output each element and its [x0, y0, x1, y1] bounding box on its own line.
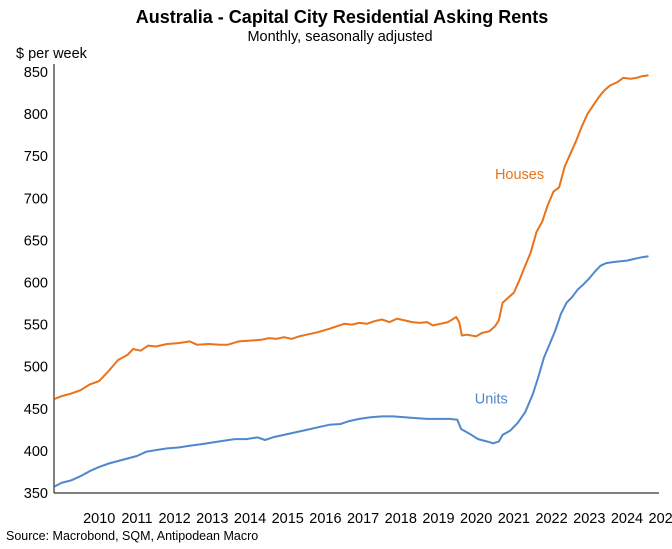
- x-tick-label: 2020: [460, 511, 492, 527]
- chart-subtitle: Monthly, seasonally adjusted: [247, 29, 432, 45]
- series-line-houses: [54, 74, 649, 400]
- x-tick-label: 2014: [234, 511, 266, 527]
- x-tick-label: 2012: [158, 511, 190, 527]
- x-tick-label: 2018: [385, 511, 417, 527]
- y-tick-label: 750: [24, 149, 48, 165]
- series-annotations: Houses Units: [475, 167, 544, 408]
- y-axis-ticks: 850 800 750 700 650 600 550 500 450 400 350: [24, 65, 48, 502]
- x-tick-label: 2024: [611, 511, 643, 527]
- y-tick-label: 600: [24, 276, 48, 292]
- y-tick-label: 850: [24, 65, 48, 81]
- x-tick-label: 2013: [196, 511, 228, 527]
- series-label-units: Units: [475, 392, 508, 408]
- x-tick-label: 2021: [498, 511, 530, 527]
- x-tick-label: 2017: [347, 511, 379, 527]
- y-tick-label: 550: [24, 318, 48, 334]
- y-tick-label: 450: [24, 402, 48, 418]
- series-label-houses: Houses: [495, 167, 544, 183]
- y-tick-label: 500: [24, 360, 48, 376]
- y-tick-label: 400: [24, 444, 48, 460]
- x-tick-label: 2015: [272, 511, 304, 527]
- y-tick-label: 700: [24, 191, 48, 207]
- chart-title: Australia - Capital City Residential Ask…: [136, 7, 548, 27]
- x-tick-label: 2019: [422, 511, 454, 527]
- x-axis-ticks: 2010 2011 2012 2013 2014 2015 2016 2017 2018 2019…: [83, 511, 672, 527]
- y-axis-label: $ per week: [16, 46, 88, 62]
- x-tick-label: 2022: [535, 511, 567, 527]
- y-tick-label: 350: [24, 486, 48, 502]
- y-tick-label: 800: [24, 107, 48, 123]
- y-tick-label: 650: [24, 233, 48, 249]
- x-tick-label: 2010: [83, 511, 115, 527]
- x-tick-label: 2023: [573, 511, 605, 527]
- source-note: Source: Macrobond, SQM, Antipodean Macro: [6, 529, 258, 543]
- series-lines: [54, 74, 649, 488]
- series-line-units: [54, 255, 649, 488]
- x-tick-label: 2011: [121, 511, 152, 527]
- x-tick-label: 2016: [309, 511, 341, 527]
- x-tick-label: 2025: [649, 511, 672, 527]
